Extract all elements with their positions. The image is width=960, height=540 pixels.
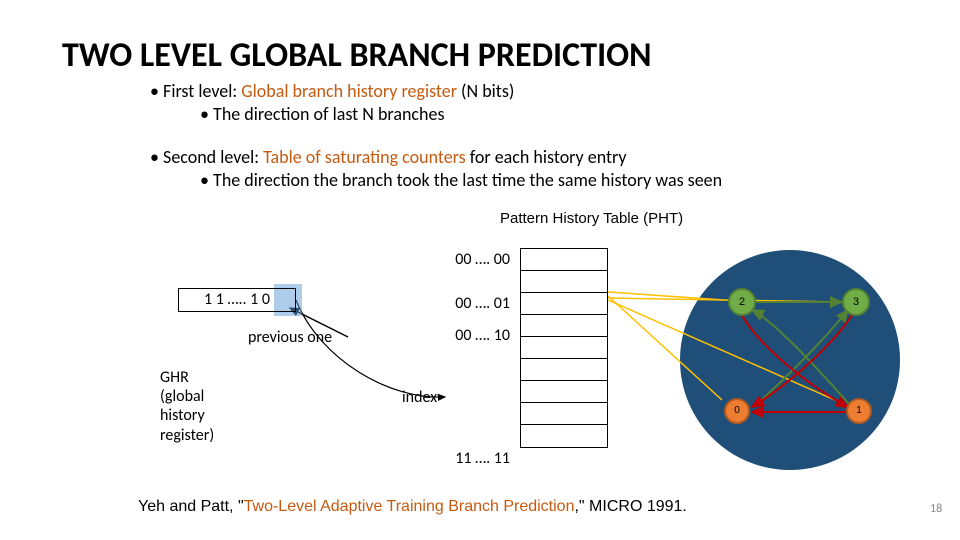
ghr-box: 1 1 ….. 1 0 — [178, 288, 296, 312]
pht-column — [520, 248, 608, 448]
pht-label-2: 00 …. 10 — [438, 326, 510, 345]
pht-row — [521, 271, 607, 293]
index-label: index — [402, 388, 437, 407]
pht-label-1: 00 …. 01 — [438, 294, 510, 313]
state-0: 0 — [724, 398, 750, 424]
pht-label-0: 00 …. 00 — [438, 250, 510, 269]
state-2: 2 — [728, 288, 756, 316]
citation: Yeh and Patt, "Two-Level Adaptive Traini… — [138, 498, 687, 516]
citation-prefix: Yeh and Patt, " — [138, 498, 244, 515]
ghr-label: GHR (global history register) — [160, 368, 214, 445]
previous-one-label: previous one — [248, 328, 332, 347]
pht-row — [521, 315, 607, 337]
pht-row — [521, 293, 607, 315]
state-1: 1 — [846, 398, 872, 424]
index-arrow — [296, 300, 445, 397]
state-3: 3 — [842, 288, 870, 316]
citation-suffix: ," MICRO 1991. — [574, 498, 686, 515]
pht-label-3: 11 …. 11 — [438, 449, 510, 468]
fsm-background-circle — [680, 250, 900, 470]
pht-row — [521, 249, 607, 271]
pht-row — [521, 359, 607, 381]
pht-row — [521, 425, 607, 447]
page-number: 18 — [930, 502, 942, 516]
pht-row — [521, 381, 607, 403]
pht-row — [521, 337, 607, 359]
pht-row — [521, 403, 607, 425]
citation-orange: Two-Level Adaptive Training Branch Predi… — [244, 498, 575, 515]
